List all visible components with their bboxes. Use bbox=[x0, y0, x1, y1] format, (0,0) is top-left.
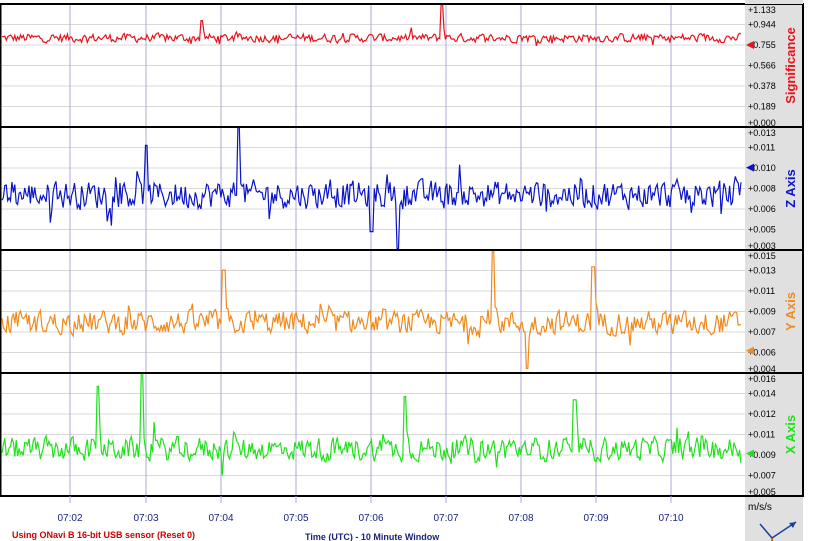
axis-title-y-axis: Y Axis bbox=[783, 292, 798, 331]
time-tick-label: 07:03 bbox=[133, 513, 158, 524]
time-tick-label: 07:06 bbox=[358, 513, 383, 524]
y-tick-label: +0.011 bbox=[748, 143, 775, 153]
time-tick-label: 07:07 bbox=[433, 513, 458, 524]
time-tick-label: 07:10 bbox=[658, 513, 683, 524]
y-tick-label: +0.007 bbox=[748, 471, 776, 481]
y-tick-label: +0.016 bbox=[748, 374, 776, 384]
series-line-z-axis bbox=[1, 126, 742, 250]
panel-side-area bbox=[745, 250, 803, 373]
y-tick-label: +0.007 bbox=[748, 327, 776, 337]
y-tick-label: +0.004 bbox=[748, 364, 776, 374]
axes-orientation-icon bbox=[759, 521, 797, 541]
panel-significance: +0.000 +0.189 +0.378 +0.566 +0.755 +0.944 +1.1… bbox=[0, 3, 804, 128]
side-strip-top bbox=[745, 0, 803, 4]
series-line-significance bbox=[1, 3, 742, 47]
y-tick-label: +0.189 bbox=[748, 102, 776, 112]
units-label: m/s/s bbox=[748, 502, 772, 513]
y-tick-label: +0.006 bbox=[748, 204, 776, 214]
y-tick-label: +0.009 bbox=[748, 450, 776, 460]
panel-side-area bbox=[745, 373, 803, 496]
axis-title-significance: Significance bbox=[783, 27, 798, 104]
time-axis: 07:02 07:03 07:04 07:05 07:06 07:07 07:08 07:09… bbox=[57, 496, 684, 524]
y-tick-label: +1.133 bbox=[748, 5, 776, 15]
y-tick-label: +0.006 bbox=[748, 348, 776, 358]
series-line-y-axis bbox=[1, 249, 742, 370]
y-tick-label: +0.000 bbox=[748, 118, 776, 128]
y-tick-label: +0.005 bbox=[748, 487, 776, 497]
axis-title-z-axis: Z Axis bbox=[783, 169, 798, 208]
current-value-marker bbox=[746, 163, 754, 172]
time-axis-title: Time (UTC) - 10 Minute Window bbox=[305, 532, 440, 541]
y-tick-label: +0.003 bbox=[748, 241, 776, 251]
time-tick-label: 07:09 bbox=[583, 513, 608, 524]
current-value-marker bbox=[746, 449, 754, 458]
y-tick-label: +0.755 bbox=[748, 40, 776, 50]
panel-side-area bbox=[745, 127, 803, 250]
y-tick-label: +0.012 bbox=[748, 409, 776, 419]
axis-title-x-axis: X Axis bbox=[783, 415, 798, 454]
series-line-x-axis bbox=[1, 372, 742, 476]
panel-side-area bbox=[745, 4, 803, 127]
panel-y-axis: +0.004 +0.006 +0.007 +0.009 +0.011 +0.013 +0.0… bbox=[0, 249, 804, 374]
time-tick-label: 07:02 bbox=[57, 513, 82, 524]
y-tick-label: +0.010 bbox=[748, 163, 776, 173]
y-tick-label: +0.005 bbox=[748, 225, 776, 235]
sensor-status-text: Using ONavi B 16-bit USB sensor (Reset 0… bbox=[12, 530, 195, 540]
panel-z-axis: +0.003 +0.005 +0.006 +0.008 +0.010 +0.011 +0.0… bbox=[0, 126, 804, 251]
time-tick-label: 07:05 bbox=[283, 513, 308, 524]
y-tick-label: +0.014 bbox=[748, 389, 776, 399]
y-tick-label: +0.015 bbox=[748, 251, 776, 261]
y-tick-label: +0.013 bbox=[748, 128, 776, 138]
units-area bbox=[745, 496, 803, 541]
y-tick-label: +0.009 bbox=[748, 307, 776, 317]
current-value-marker bbox=[746, 41, 754, 50]
y-tick-label: +0.013 bbox=[748, 266, 776, 276]
y-tick-label: +0.566 bbox=[748, 61, 776, 71]
y-tick-label: +0.008 bbox=[748, 184, 776, 194]
panel-x-axis: +0.005 +0.007 +0.009 +0.011 +0.012 +0.014 +0.0… bbox=[0, 372, 804, 497]
time-tick-label: 07:04 bbox=[208, 513, 233, 524]
y-tick-label: +0.011 bbox=[748, 430, 775, 440]
current-value-marker bbox=[746, 346, 754, 355]
time-tick-label: 07:08 bbox=[508, 513, 533, 524]
y-tick-label: +0.944 bbox=[748, 20, 776, 30]
y-tick-label: +0.378 bbox=[748, 81, 776, 91]
y-tick-label: +0.011 bbox=[748, 286, 775, 296]
time-axis-bg bbox=[0, 496, 803, 541]
